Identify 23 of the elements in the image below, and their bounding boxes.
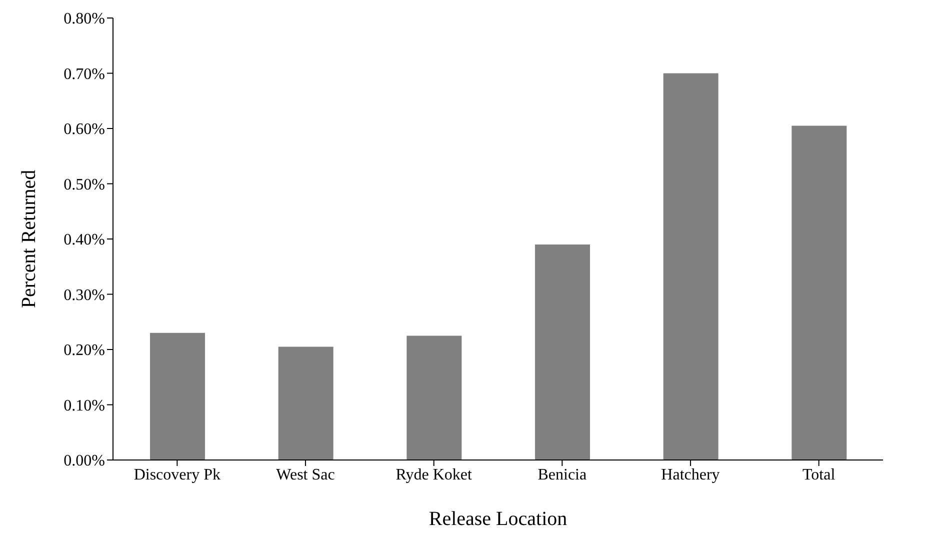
bar (278, 346, 334, 460)
x-tick-label: West Sac (276, 466, 335, 484)
y-tick-label: 0.80% (64, 10, 105, 28)
y-tick-label: 0.10% (64, 397, 105, 414)
x-tick-label: Ryde Koket (396, 466, 473, 484)
y-tick-label: 0.60% (64, 121, 105, 138)
x-tick-label: Benicia (538, 466, 587, 484)
bar (792, 126, 847, 460)
y-tick-label: 0.70% (64, 66, 105, 83)
bar (663, 73, 718, 460)
y-tick-label: 0.30% (64, 286, 105, 304)
x-tick-label: Hatchery (661, 466, 720, 484)
x-tick-label: Discovery Pk (134, 466, 220, 484)
y-tick-label: 0.50% (64, 176, 105, 194)
bar (535, 244, 590, 460)
bar (150, 332, 205, 460)
x-axis-title: Release Location (428, 508, 568, 530)
x-tick-label: Total (802, 466, 836, 484)
y-axis-title: Percent Returned (18, 170, 40, 308)
bar (406, 336, 462, 460)
y-tick-label: 0.20% (64, 342, 105, 360)
y-tick-label: 0.40% (64, 232, 105, 249)
y-tick-label: 0.00% (64, 452, 105, 470)
